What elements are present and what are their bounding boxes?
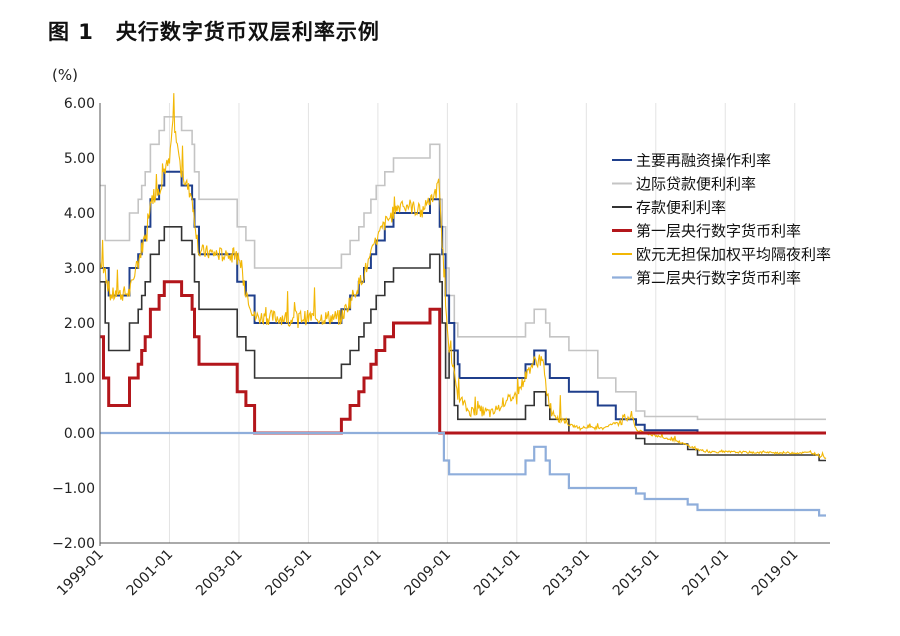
y-tick-label: 2.00: [64, 316, 95, 332]
chart-title: 图 1 央行数字货币双层利率示例: [48, 20, 380, 44]
x-tick-label: 2013-01: [540, 547, 593, 600]
legend-label: 主要再融资操作利率: [636, 152, 771, 170]
legend-label: 欧元无担保加权平均隔夜利率: [636, 246, 831, 264]
y-tick-label: 0.00: [64, 426, 95, 442]
y-tick-label: 4.00: [64, 206, 95, 222]
legend-label: 第二层央行数字货币利率: [636, 269, 801, 287]
y-axis: 6.00 5.00 4.00 3.00 2.00 1.00 0.00 −1.00 −2.00: [52, 96, 101, 552]
x-tick-label: 2003-01: [193, 547, 246, 600]
x-tick-label: 2001-01: [124, 547, 177, 600]
y-unit-label: (%): [52, 66, 78, 84]
legend-label: 存款便利利率: [636, 199, 726, 217]
x-tick-label: 2007-01: [332, 547, 385, 600]
series-line: [100, 170, 826, 434]
series-line: [99, 93, 827, 460]
legend-label: 边际贷款便利利率: [636, 175, 756, 193]
x-tick-label: 2019-01: [749, 547, 802, 600]
y-tick-label: 6.00: [64, 96, 95, 112]
y-tick-label: 3.00: [64, 261, 95, 277]
x-axis: 1999-01 2001-01 2003-01 2005-01 2007-01 2009-…: [54, 542, 830, 600]
y-tick-label: 1.00: [64, 371, 95, 387]
legend: 主要再融资操作利率边际贷款便利利率存款便利利率第一层央行数字货币利率欧元无担保加…: [612, 152, 831, 287]
series-line: [100, 280, 826, 435]
legend-label: 第一层央行数字货币利率: [636, 222, 801, 240]
x-tick-label: 2015-01: [610, 547, 663, 600]
series-line: [100, 116, 826, 421]
series-lines: [99, 93, 827, 517]
x-tick-label: 2009-01: [402, 547, 455, 600]
y-tick-label: −2.00: [52, 536, 95, 552]
x-tick-label: 2011-01: [471, 547, 524, 600]
x-tick-label: 1999-01: [54, 547, 107, 600]
x-tick-label: 2005-01: [263, 547, 316, 600]
y-tick-label: 5.00: [64, 151, 95, 167]
y-tick-label: −1.00: [52, 481, 95, 497]
series-line: [100, 431, 826, 517]
x-tick-label: 2017-01: [679, 547, 732, 600]
